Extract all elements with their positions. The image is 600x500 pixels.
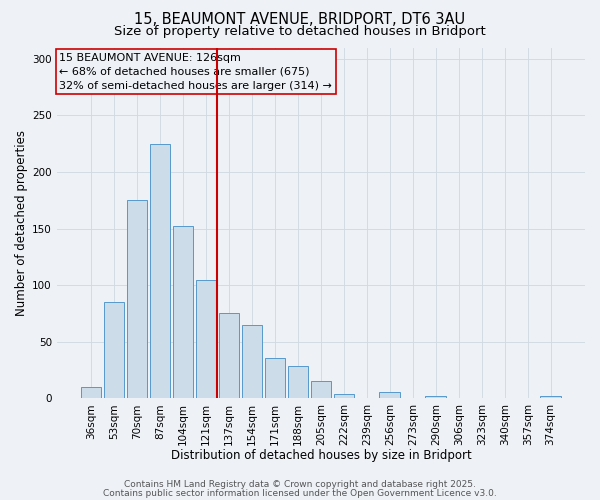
- Bar: [104, 302, 124, 398]
- Text: Size of property relative to detached houses in Bridport: Size of property relative to detached ho…: [114, 25, 486, 38]
- Text: Contains HM Land Registry data © Crown copyright and database right 2025.: Contains HM Land Registry data © Crown c…: [124, 480, 476, 489]
- Bar: [150, 144, 170, 398]
- Bar: [81, 387, 101, 398]
- Text: Contains public sector information licensed under the Open Government Licence v3: Contains public sector information licen…: [103, 488, 497, 498]
- Bar: [287, 366, 308, 398]
- Bar: [311, 382, 331, 398]
- Text: 15, BEAUMONT AVENUE, BRIDPORT, DT6 3AU: 15, BEAUMONT AVENUE, BRIDPORT, DT6 3AU: [134, 12, 466, 28]
- Bar: [242, 325, 262, 398]
- Bar: [127, 200, 148, 398]
- Bar: [425, 396, 446, 398]
- Bar: [265, 358, 285, 399]
- Bar: [541, 396, 561, 398]
- Y-axis label: Number of detached properties: Number of detached properties: [15, 130, 28, 316]
- Bar: [218, 314, 239, 398]
- Bar: [379, 392, 400, 398]
- Bar: [334, 394, 354, 398]
- Bar: [196, 280, 217, 398]
- Text: 15 BEAUMONT AVENUE: 126sqm
← 68% of detached houses are smaller (675)
32% of sem: 15 BEAUMONT AVENUE: 126sqm ← 68% of deta…: [59, 53, 332, 91]
- Bar: [173, 226, 193, 398]
- X-axis label: Distribution of detached houses by size in Bridport: Distribution of detached houses by size …: [170, 450, 471, 462]
